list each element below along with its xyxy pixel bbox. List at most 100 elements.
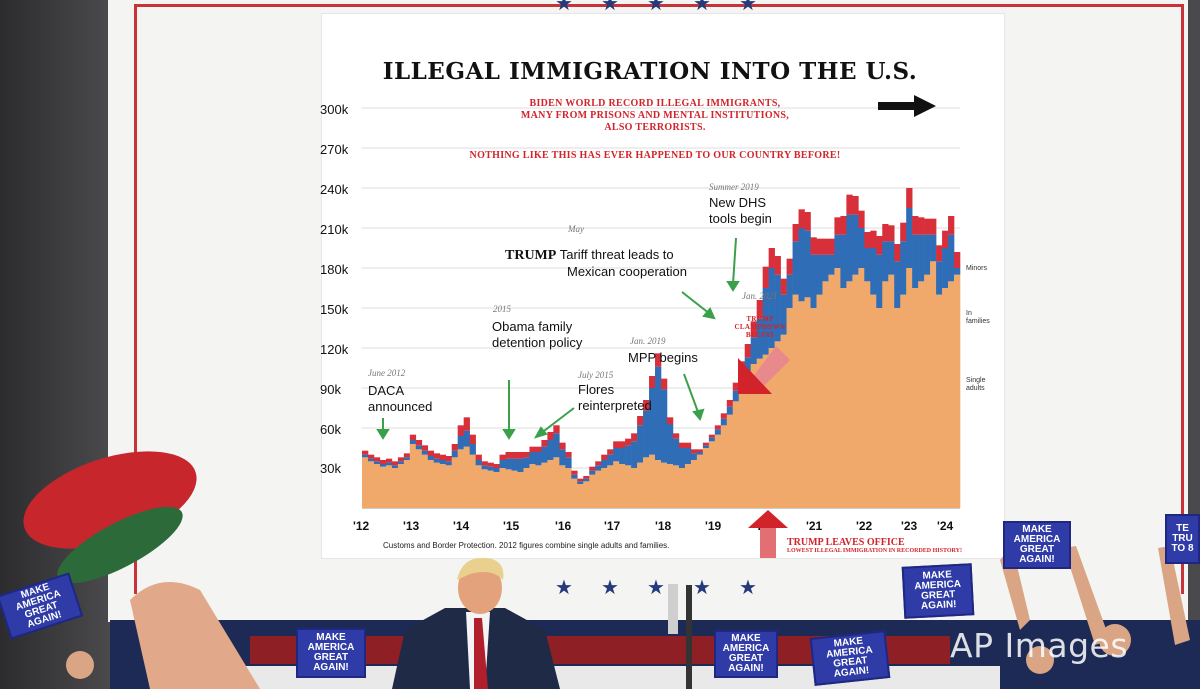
- bar-minors: [637, 416, 644, 426]
- sign-text: GREAT: [1019, 544, 1055, 555]
- star-icon: ★: [647, 577, 665, 599]
- bar-minors: [607, 449, 614, 455]
- bar-single-adults: [661, 462, 668, 508]
- annotation-line: Mexican cooperation: [567, 264, 687, 279]
- bar-in-families: [924, 234, 931, 275]
- bar-minors: [744, 344, 751, 358]
- bar-single-adults: [553, 457, 560, 508]
- bar-in-families: [607, 454, 614, 466]
- arrow-shaft: [878, 102, 918, 110]
- bar-single-adults: [595, 470, 602, 508]
- bar-in-families: [858, 228, 865, 268]
- bar-single-adults: [852, 274, 859, 508]
- sign-text: GREAT: [728, 653, 764, 664]
- bar-minors: [894, 244, 901, 262]
- annotation-line: CLAMPDOWN: [734, 323, 786, 331]
- bar-single-adults: [415, 449, 423, 508]
- bar-minors: [583, 476, 590, 479]
- x-tick-label: '17: [604, 519, 621, 533]
- bar-single-adults: [762, 354, 769, 508]
- bar-minors: [672, 433, 680, 439]
- bar-minors: [649, 376, 656, 388]
- bar-single-adults: [649, 454, 656, 508]
- bar-in-families: [846, 214, 853, 282]
- bar-single-adults: [732, 401, 740, 508]
- annotation-line: reinterpreted: [578, 398, 652, 413]
- subtitle-line: BIDEN WORLD RECORD ILLEGAL IMMIGRANTS,: [529, 98, 781, 109]
- bar-in-families: [559, 449, 566, 466]
- annotation-date: Jan. 2019: [630, 336, 666, 346]
- annotation-line: BEGINS: [745, 331, 775, 339]
- bar-single-adults: [684, 464, 692, 508]
- bar-in-families: [505, 458, 512, 470]
- bar-minors: [852, 196, 859, 215]
- x-tick-label: '15: [503, 519, 520, 533]
- y-tick-label: 300k: [320, 102, 349, 117]
- sign-text: MAKE: [731, 633, 761, 644]
- bar-single-adults: [637, 462, 644, 508]
- chart-title: ILLEGAL IMMIGRATION INTO THE U.S.: [382, 58, 918, 85]
- arrow-head: [376, 429, 390, 440]
- bar-minors: [780, 278, 787, 295]
- annotation-line: detention policy: [492, 335, 583, 350]
- arrow-dhs: [732, 237, 737, 285]
- annotation-line: TRUMP: [746, 315, 774, 323]
- bar-single-adults: [900, 294, 907, 508]
- bar-minors: [571, 470, 578, 475]
- bar-minors: [457, 425, 464, 436]
- sign-text: AGAIN!: [833, 665, 870, 680]
- bar-single-adults: [613, 461, 620, 508]
- teleprompter-stand: [668, 584, 678, 634]
- annotation-line: Obama family: [492, 319, 573, 334]
- star-icon: ★: [739, 577, 757, 599]
- bar-minors: [481, 461, 488, 466]
- bar-in-families: [798, 228, 805, 302]
- annotation-line: New DHS: [709, 195, 767, 210]
- bar-minors: [487, 462, 494, 467]
- annotation-line: tools begin: [709, 211, 772, 226]
- y-tick-label: 60k: [320, 422, 341, 437]
- crowd-head: [1026, 646, 1054, 674]
- bar-single-adults: [810, 308, 817, 508]
- leaves-office-label: TRUMP LEAVES OFFICE: [787, 537, 905, 548]
- star-icon: ★: [693, 0, 711, 15]
- bar-single-adults: [816, 294, 823, 508]
- bar-single-adults: [529, 464, 536, 508]
- bar-single-adults: [906, 268, 913, 508]
- bar-in-families: [577, 481, 584, 484]
- bar-in-families: [475, 460, 482, 466]
- screen-red-frame: [134, 4, 1184, 594]
- bar-single-adults: [457, 449, 464, 508]
- bar-in-families: [948, 234, 955, 282]
- bar-in-families: [589, 470, 596, 475]
- bar-minors: [708, 434, 716, 438]
- bar-single-adults: [864, 281, 871, 508]
- bar-in-families: [367, 458, 375, 462]
- bar-single-adults: [918, 281, 925, 508]
- bar-single-adults: [631, 468, 638, 508]
- bar-minors: [822, 238, 829, 255]
- sign-text: MAKE: [1022, 524, 1052, 535]
- bar-single-adults: [619, 464, 626, 508]
- bar-minors: [625, 438, 632, 446]
- bar-single-adults: [666, 464, 674, 508]
- sign-text: AGAIN!: [920, 599, 957, 612]
- bar-in-families: [427, 456, 435, 460]
- bar-in-families: [912, 234, 919, 288]
- annotation-line: Tariff threat leads to: [559, 247, 674, 262]
- y-tick-label: 120k: [320, 342, 349, 357]
- bar-single-adults: [828, 274, 835, 508]
- bar-minors: [948, 216, 955, 235]
- bar-in-families: [720, 418, 728, 426]
- bar-single-adults: [523, 468, 530, 508]
- face: [458, 562, 502, 614]
- bar-single-adults: [367, 461, 375, 508]
- bar-single-adults: [385, 465, 393, 508]
- bar-minors: [553, 425, 560, 434]
- bar-single-adults: [505, 469, 512, 508]
- bar-minors: [385, 458, 393, 463]
- hair: [457, 557, 504, 580]
- bar-minors: [499, 454, 506, 460]
- bar-in-families: [613, 448, 620, 462]
